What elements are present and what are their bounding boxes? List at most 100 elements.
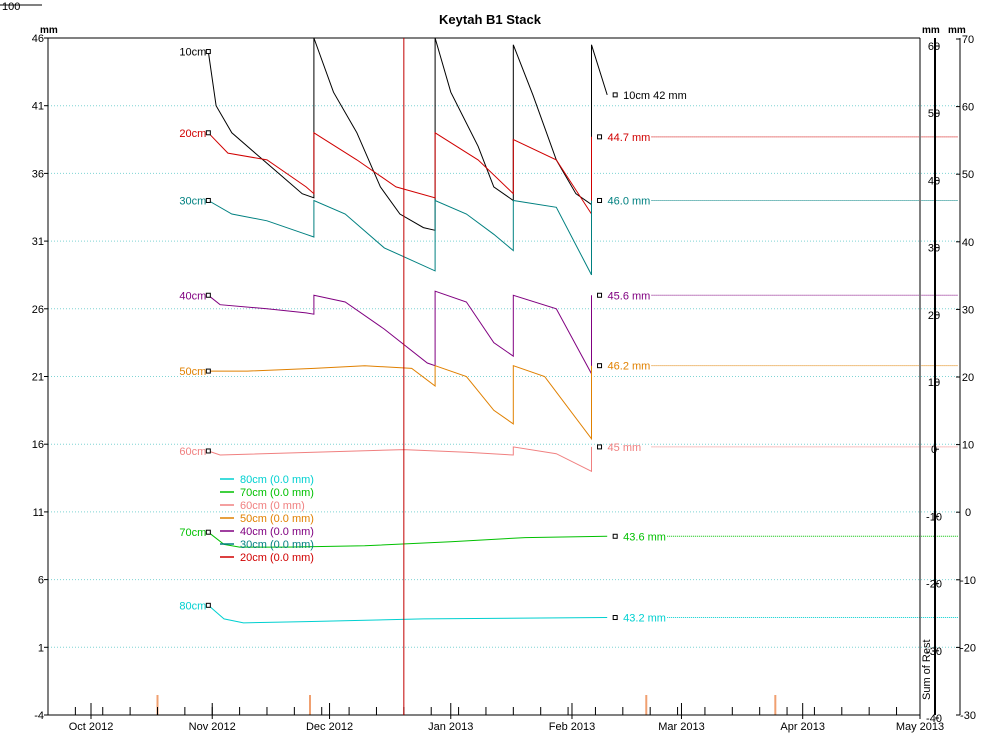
series-line-80cm [207, 604, 608, 624]
right-2-tick-label: 0 [965, 507, 971, 519]
right-1-tick-label: 60 [928, 41, 940, 53]
x-tick-label: Jan 2013 [428, 721, 473, 733]
left-tick-label: 21 [32, 372, 44, 384]
right-axis-2-unit: mm [948, 25, 966, 36]
x-tick-label: Mar 2013 [658, 721, 704, 733]
legend: 80cm (0.0 mm)70cm (0.0 mm)60cm (0 mm)50c… [220, 474, 314, 564]
legend-entry: 80cm (0.0 mm) [240, 474, 314, 486]
legend-entry: 40cm (0.0 mm) [240, 526, 314, 538]
series-line-10cm [207, 37, 608, 231]
series-line-20cm [207, 131, 592, 216]
right-2-tick-label: 20 [962, 372, 974, 384]
end-marker [612, 92, 618, 98]
end-marker [612, 615, 618, 621]
right-2-tick-label: 30 [962, 304, 974, 316]
right-1-tick-label: -10 [926, 511, 942, 523]
right-2-tick-label: -10 [960, 575, 976, 587]
series-lines [205, 37, 618, 624]
series-end-label: 43.2 mm [623, 613, 666, 625]
right-1-tick-label: -20 [926, 579, 942, 591]
start-marker [205, 130, 211, 136]
start-marker [205, 49, 211, 55]
right-2-tick-label: -20 [960, 642, 976, 654]
series-line-60cm [208, 446, 592, 473]
right-1-tick-label: 20 [928, 310, 940, 322]
series-end-label: 43.6 mm [623, 531, 666, 543]
series-end-label: 44.7 mm [608, 132, 651, 144]
left-tick-label: -4 [34, 710, 44, 722]
start-marker [205, 368, 211, 374]
series-line-30cm [208, 199, 592, 276]
end-marker [597, 444, 603, 450]
series-line-50cm [208, 364, 592, 441]
x-tick-label: May 2013 [896, 721, 944, 733]
right-2-tick-label: 10 [962, 440, 974, 452]
series-start-label: 40cm [179, 290, 206, 302]
x-tick-label: Oct 2012 [69, 721, 114, 733]
left-tick-label: 16 [32, 439, 44, 451]
legend-entry: 30cm (0.0 mm) [240, 539, 314, 551]
right-2-tick-label: -30 [960, 710, 976, 722]
start-marker [205, 448, 211, 454]
right-1-tick-label: 10 [928, 377, 940, 389]
x-tick-label: Apr 2013 [780, 721, 825, 733]
right-2-tick-label: 50 [962, 169, 974, 181]
series-start-label: 60cm [179, 446, 206, 458]
series-start-label: 30cm [179, 195, 206, 207]
right-2-tick-label: 40 [962, 237, 974, 249]
right-1-tick-label: 40 [928, 175, 940, 187]
left-axis-unit: mm [40, 25, 58, 36]
left-tick-label: 31 [32, 236, 44, 248]
series-labels: 10cm 10cm 42 mm 20cm 44.7 mm 30cm 46.0 mm 40cm… [179, 47, 686, 625]
left-tick-label: 11 [33, 507, 44, 519]
chart-title: Keytah B1 Stack [439, 12, 542, 27]
end-marker [597, 134, 603, 140]
series-start-label: 20cm [179, 128, 206, 140]
right-axis-1-unit: mm [922, 25, 940, 36]
right-1-tick-label: -30 [926, 646, 942, 658]
top-left-value: 100 [2, 1, 20, 13]
right-1-tick-label: 30 [928, 243, 940, 255]
series-start-label: 70cm [179, 527, 206, 539]
series-end-label: 45.6 mm [608, 290, 651, 302]
legend-entry: 70cm (0.0 mm) [240, 487, 314, 499]
right-2-tick-label: 60 [962, 102, 974, 114]
legend-entry: 60cm (0 mm) [240, 500, 305, 512]
start-marker [205, 602, 211, 608]
start-marker [205, 529, 211, 535]
series-line-40cm [207, 290, 592, 375]
right-1-tick-label: 0 [931, 444, 937, 456]
end-marker [612, 533, 618, 539]
left-tick-label: 6 [38, 575, 44, 587]
series-end-label: 46.2 mm [608, 361, 651, 373]
gridlines [48, 105, 958, 648]
left-tick-label: 26 [32, 304, 44, 316]
series-start-label: 80cm [179, 600, 206, 612]
series-line-70cm [207, 531, 608, 548]
side-label: Sum of Rest [921, 639, 933, 700]
right-2-tick-label: 70 [962, 34, 974, 46]
series-start-label: 50cm [179, 366, 206, 378]
series-end-label: 45 mm [608, 442, 642, 454]
x-tick-label: Nov 2012 [189, 721, 236, 733]
x-tick-label: Feb 2013 [549, 721, 595, 733]
axes: 464136312621161161-46050403020100-10-20-… [0, 4, 976, 733]
end-marker [597, 292, 603, 298]
left-tick-label: 1 [38, 642, 44, 654]
left-tick-label: 36 [32, 168, 44, 180]
legend-entry: 50cm (0.0 mm) [240, 513, 314, 525]
right-1-tick-label: -40 [926, 713, 942, 725]
series-start-label: 10cm [179, 47, 206, 59]
start-marker [205, 292, 211, 298]
right-1-tick-label: 50 [928, 108, 940, 120]
series-end-label: 10cm 42 mm [623, 90, 687, 102]
left-tick-label: 46 [32, 33, 44, 45]
series-end-label: 46.0 mm [608, 195, 651, 207]
start-marker [205, 197, 211, 203]
end-marker [597, 363, 603, 369]
legend-entry: 20cm (0.0 mm) [240, 552, 314, 564]
left-tick-label: 41 [32, 101, 44, 113]
x-tick-label: Dec 2012 [306, 721, 353, 733]
